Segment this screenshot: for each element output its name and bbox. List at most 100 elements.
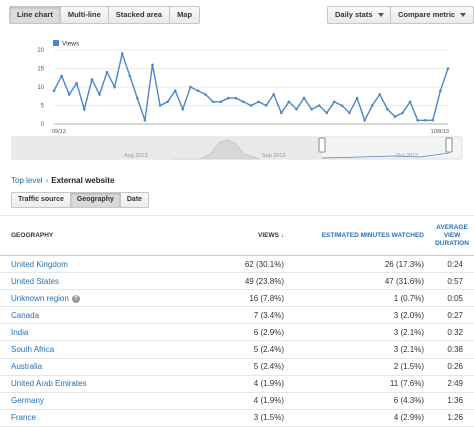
data-point[interactable] bbox=[83, 107, 86, 111]
geography-link-text[interactable]: Germany bbox=[11, 396, 44, 406]
data-point[interactable] bbox=[60, 74, 63, 78]
data-point[interactable] bbox=[242, 100, 245, 104]
data-point[interactable] bbox=[128, 74, 132, 78]
data-point[interactable] bbox=[219, 100, 222, 104]
data-point[interactable] bbox=[90, 78, 94, 81]
data-point[interactable] bbox=[113, 85, 116, 89]
col-header-geography[interactable]: GEOGRAPHY bbox=[0, 215, 200, 256]
geography-link-text[interactable]: India bbox=[11, 327, 29, 337]
views-cell: 7 (3.4%) bbox=[200, 306, 290, 325]
data-point[interactable] bbox=[386, 107, 389, 111]
data-point[interactable] bbox=[295, 107, 298, 111]
data-point[interactable] bbox=[310, 107, 313, 111]
col-header-views[interactable]: VIEWS ↓ bbox=[200, 215, 290, 256]
data-point[interactable] bbox=[280, 111, 283, 115]
data-point[interactable] bbox=[105, 70, 109, 74]
compare-metric-dropdown[interactable]: Compare metric bbox=[390, 6, 474, 24]
data-point[interactable] bbox=[370, 104, 374, 107]
data-point[interactable] bbox=[98, 93, 101, 96]
data-point[interactable] bbox=[416, 119, 420, 122]
range-handle-left[interactable] bbox=[318, 137, 326, 153]
data-point[interactable] bbox=[333, 100, 336, 104]
table-row: India 6 (2.9%) 3 (2.1%) 0:32 bbox=[0, 323, 474, 342]
col-header-avg-view-duration[interactable]: AVERAGE VIEW DURATION bbox=[430, 215, 474, 256]
data-point[interactable] bbox=[325, 111, 329, 115]
data-point[interactable] bbox=[189, 85, 192, 89]
daily-stats-dropdown[interactable]: Daily stats bbox=[327, 6, 392, 24]
geography-link[interactable]: Germany bbox=[0, 392, 200, 410]
data-point[interactable] bbox=[52, 89, 56, 92]
data-point[interactable] bbox=[317, 104, 321, 107]
avg-duration-cell-text: 0:38 bbox=[447, 345, 463, 355]
data-point[interactable] bbox=[204, 93, 207, 96]
geography-link-text[interactable]: Australia bbox=[11, 362, 43, 372]
geography-link-text[interactable]: Canada bbox=[11, 310, 40, 320]
data-point[interactable] bbox=[348, 111, 351, 115]
data-point[interactable] bbox=[393, 115, 397, 118]
data-point[interactable] bbox=[408, 100, 412, 104]
data-point[interactable] bbox=[173, 89, 177, 92]
table-row: Australia 5 (2.4%) 2 (1.5%) 0:26 bbox=[0, 358, 474, 376]
geography-link-text[interactable]: United States bbox=[11, 276, 60, 286]
data-point[interactable] bbox=[143, 119, 147, 122]
data-point[interactable] bbox=[181, 107, 185, 111]
data-point[interactable] bbox=[401, 111, 404, 115]
views-cell: 4 (1.9%) bbox=[200, 375, 290, 393]
data-point[interactable] bbox=[439, 89, 442, 92]
data-point[interactable] bbox=[196, 89, 200, 92]
geography-link-text[interactable]: United Kingdom bbox=[11, 259, 68, 269]
data-point[interactable] bbox=[75, 82, 78, 85]
data-point[interactable] bbox=[120, 52, 124, 55]
x-end-label: 10/8/13 bbox=[431, 129, 449, 135]
data-point[interactable] bbox=[264, 104, 268, 107]
nav-label-sep: Sep 2013 bbox=[262, 153, 286, 159]
data-point[interactable] bbox=[431, 119, 435, 122]
data-point[interactable] bbox=[166, 100, 169, 104]
geography-link[interactable]: United States bbox=[0, 272, 200, 291]
geography-link[interactable]: Unknown region? bbox=[0, 289, 200, 308]
data-point[interactable] bbox=[67, 93, 71, 96]
data-point[interactable] bbox=[234, 96, 238, 100]
data-point[interactable] bbox=[136, 96, 139, 100]
geography-link-text[interactable]: United Arab Emirates bbox=[11, 379, 87, 389]
data-point[interactable] bbox=[158, 104, 162, 107]
help-icon[interactable]: ? bbox=[71, 294, 80, 303]
minutes-cell: 11 (7.6%) bbox=[290, 375, 430, 393]
data-point[interactable] bbox=[355, 96, 359, 100]
tab-traffic-source[interactable]: Traffic source bbox=[12, 193, 71, 207]
geography-link-text[interactable]: South Africa bbox=[11, 345, 55, 355]
data-point[interactable] bbox=[302, 96, 306, 100]
avg-duration-cell: 0:57 bbox=[430, 272, 474, 291]
data-point[interactable] bbox=[211, 100, 215, 104]
data-point[interactable] bbox=[340, 104, 344, 107]
data-point[interactable] bbox=[249, 104, 253, 107]
col-header-minutes-watched[interactable]: ESTIMATED MINUTES WATCHED bbox=[290, 215, 430, 256]
chart-type-button-map[interactable]: Map bbox=[177, 10, 193, 19]
geography-link[interactable]: Australia bbox=[0, 358, 200, 376]
tab-date[interactable]: Date bbox=[126, 196, 143, 203]
timeline-navigator[interactable]: Aug 2013 Sep 2013 Oct 2013 bbox=[11, 136, 463, 160]
range-handle-right[interactable] bbox=[445, 137, 453, 153]
chart-type-button-line-chart[interactable]: Line chart bbox=[10, 7, 61, 23]
views-cell: 5 (2.4%) bbox=[200, 358, 290, 376]
data-point[interactable] bbox=[257, 100, 260, 104]
data-point[interactable] bbox=[272, 93, 276, 96]
geography-link[interactable]: United Kingdom bbox=[0, 255, 200, 274]
data-point[interactable] bbox=[378, 93, 382, 96]
data-point[interactable] bbox=[151, 63, 154, 67]
data-point[interactable] bbox=[287, 100, 291, 104]
data-point[interactable] bbox=[363, 119, 367, 122]
geography-link[interactable]: South Africa bbox=[0, 340, 200, 359]
geography-link[interactable]: India bbox=[0, 323, 200, 342]
breadcrumb-top-level[interactable]: Top level bbox=[11, 176, 43, 185]
chart-type-button-multi-line[interactable]: Multi-line bbox=[61, 7, 109, 23]
tab-geography[interactable]: Geography bbox=[70, 193, 121, 207]
geography-link-text[interactable]: France bbox=[11, 413, 36, 423]
data-point[interactable] bbox=[446, 67, 450, 70]
geography-link[interactable]: United Arab Emirates bbox=[0, 375, 200, 393]
data-point[interactable] bbox=[424, 119, 427, 122]
geography-link-text[interactable]: Unknown region bbox=[11, 293, 69, 303]
geography-link[interactable]: Canada bbox=[0, 306, 200, 325]
data-point[interactable] bbox=[227, 96, 230, 100]
chart-type-button-stacked-area[interactable]: Stacked area bbox=[109, 7, 171, 23]
